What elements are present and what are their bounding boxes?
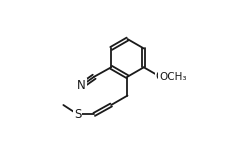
Text: O: O <box>156 70 165 83</box>
Text: N: N <box>77 79 86 92</box>
Text: S: S <box>74 108 81 121</box>
Text: OCH₃: OCH₃ <box>159 72 186 82</box>
